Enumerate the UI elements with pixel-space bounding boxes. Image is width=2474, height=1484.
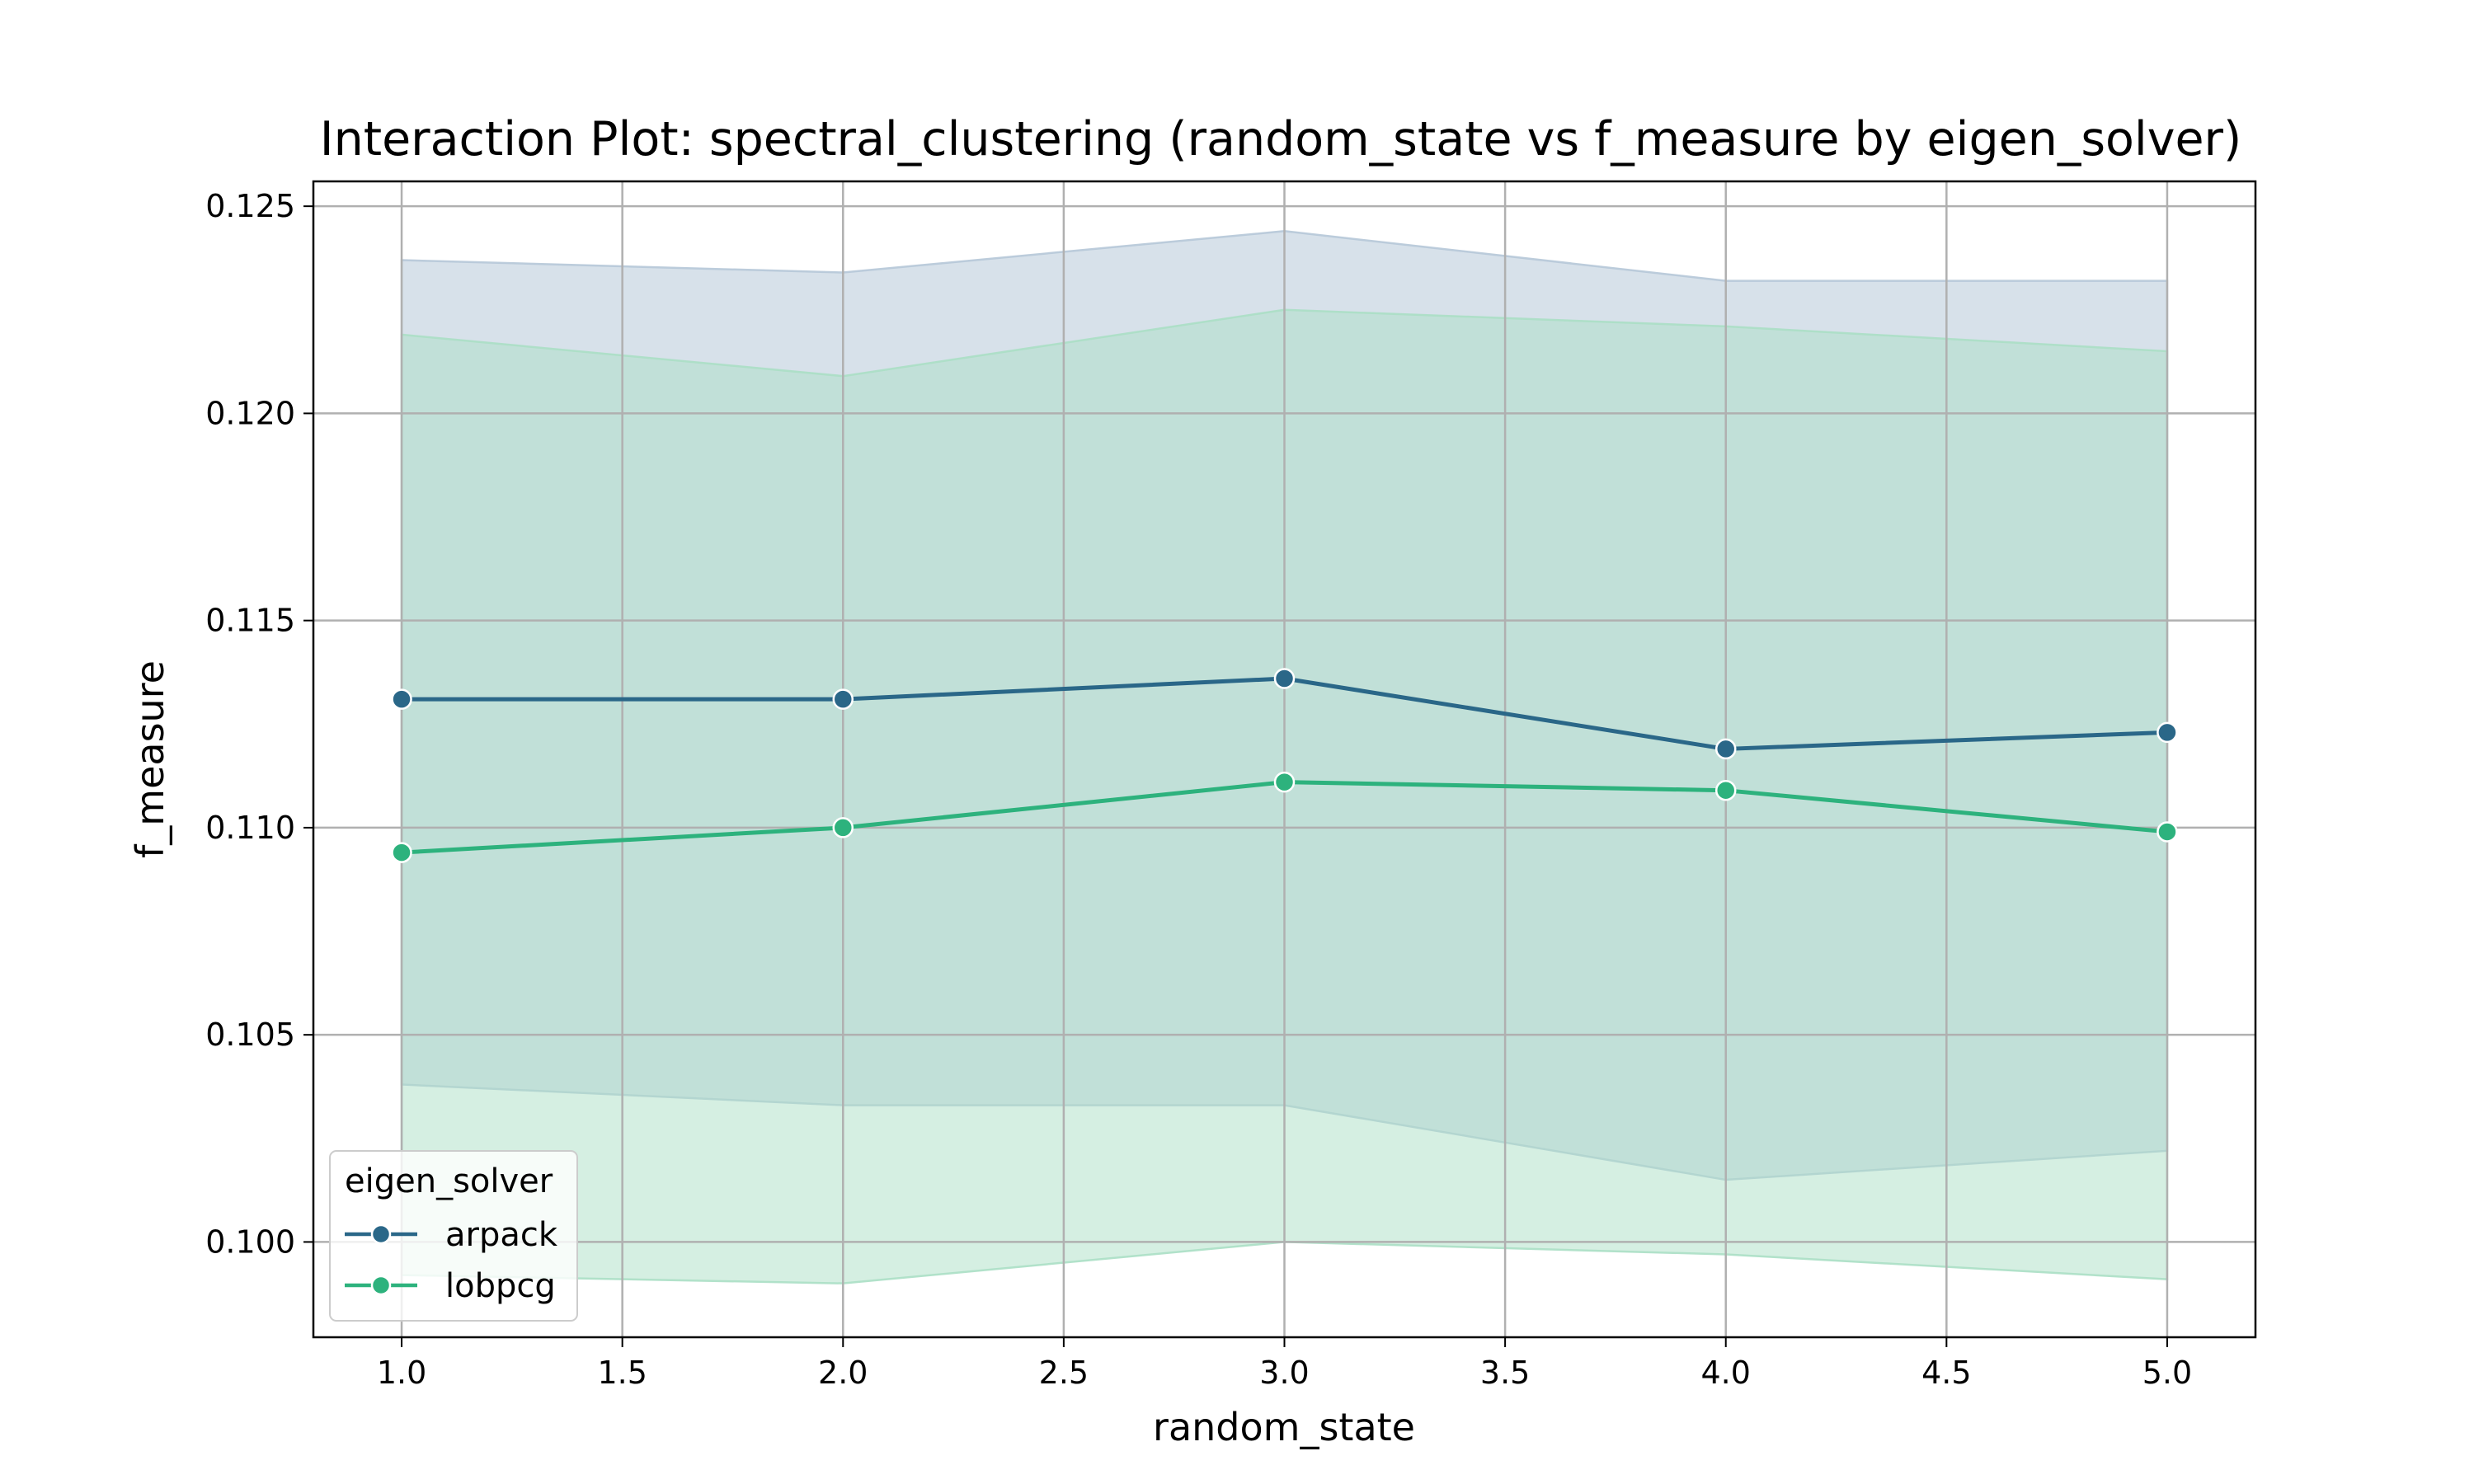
legend-title: eigen_solver xyxy=(345,1162,553,1200)
data-point-lobpcg xyxy=(391,842,412,863)
x-tick-label: 4.0 xyxy=(1701,1355,1751,1391)
data-point-arpack xyxy=(1714,738,1737,760)
data-point-arpack xyxy=(2157,721,2178,744)
y-tick-label: 0.115 xyxy=(205,603,295,639)
y-tick-label: 0.100 xyxy=(205,1223,295,1260)
data-point-lobpcg xyxy=(1714,779,1737,801)
legend-box xyxy=(329,1150,578,1322)
x-axis-label: random_state xyxy=(1153,1405,1415,1449)
legend-marker-arpack xyxy=(370,1223,392,1245)
x-tick-label: 3.0 xyxy=(1259,1355,1309,1391)
data-point-lobpcg xyxy=(2157,821,2178,843)
chart-title: Interaction Plot: spectral_clustering (r… xyxy=(320,112,2241,167)
data-point-arpack xyxy=(1273,668,1296,689)
plot-area xyxy=(313,181,2255,1337)
y-tick-label: 0.105 xyxy=(205,1017,295,1053)
y-tick-label: 0.125 xyxy=(205,188,295,224)
x-tick-label: 4.5 xyxy=(1921,1355,1971,1391)
data-point-arpack xyxy=(391,688,412,710)
y-tick-label: 0.110 xyxy=(205,810,295,846)
legend: eigen_solver arpack lobpcg xyxy=(329,1150,578,1322)
x-tick-label: 5.0 xyxy=(2142,1355,2192,1391)
x-tick-label: 1.0 xyxy=(377,1355,426,1391)
y-tick-label: 0.120 xyxy=(205,395,295,431)
x-tick-label: 1.5 xyxy=(597,1355,647,1391)
legend-entry-lobpcg: lobpcg xyxy=(345,1267,556,1305)
x-tick-label: 2.5 xyxy=(1039,1355,1089,1391)
y-axis-label: f_measure xyxy=(128,660,172,858)
data-point-arpack xyxy=(832,688,854,710)
legend-entry-arpack: arpack xyxy=(345,1216,558,1254)
legend-label-lobpcg: lobpcg xyxy=(445,1267,556,1305)
x-tick-label: 2.0 xyxy=(818,1355,868,1391)
legend-marker-lobpcg xyxy=(370,1275,392,1296)
x-tick-label: 3.5 xyxy=(1480,1355,1530,1391)
data-point-lobpcg xyxy=(832,817,854,838)
data-point-lobpcg xyxy=(1273,771,1296,793)
legend-label-arpack: arpack xyxy=(445,1216,558,1254)
